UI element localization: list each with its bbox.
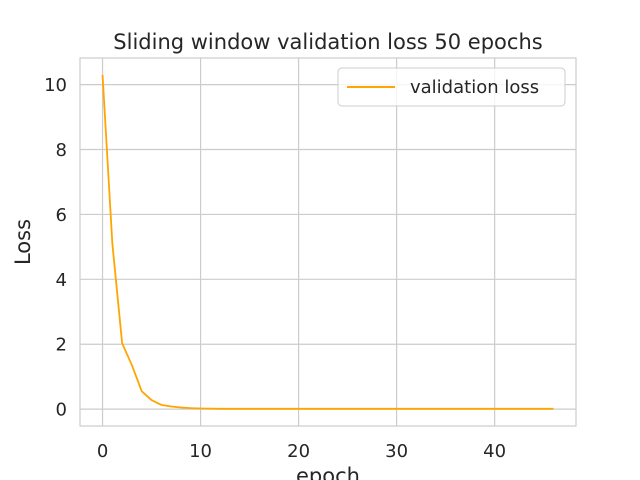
x-tick-label: 40 bbox=[483, 441, 506, 462]
y-tick-label: 2 bbox=[56, 335, 67, 356]
legend-box bbox=[337, 67, 566, 107]
y-axis-title: Loss bbox=[11, 219, 35, 265]
y-tick-label: 8 bbox=[56, 140, 67, 161]
series-line-validation-loss bbox=[101, 74, 554, 410]
plot-area bbox=[79, 57, 577, 427]
series-layer bbox=[101, 74, 554, 410]
y-tick-label: 4 bbox=[56, 270, 67, 291]
legend: validation loss bbox=[337, 67, 566, 107]
y-tick-label: 0 bbox=[56, 400, 67, 421]
grid-lines bbox=[80, 58, 576, 426]
x-tick-label: 10 bbox=[189, 441, 212, 462]
x-axis-title: epoch bbox=[296, 464, 360, 480]
y-tick-label: 10 bbox=[44, 75, 67, 96]
axis-ticks: 0 10 20 30 40 0 2 4 6 8 10 bbox=[44, 75, 506, 462]
y-tick-label: 6 bbox=[56, 205, 67, 226]
x-tick-label: 0 bbox=[97, 441, 108, 462]
chart-title: Sliding window validation loss 50 epochs bbox=[113, 30, 542, 54]
x-tick-label: 30 bbox=[385, 441, 408, 462]
legend-label: validation loss bbox=[410, 77, 539, 98]
x-tick-label: 20 bbox=[287, 441, 310, 462]
